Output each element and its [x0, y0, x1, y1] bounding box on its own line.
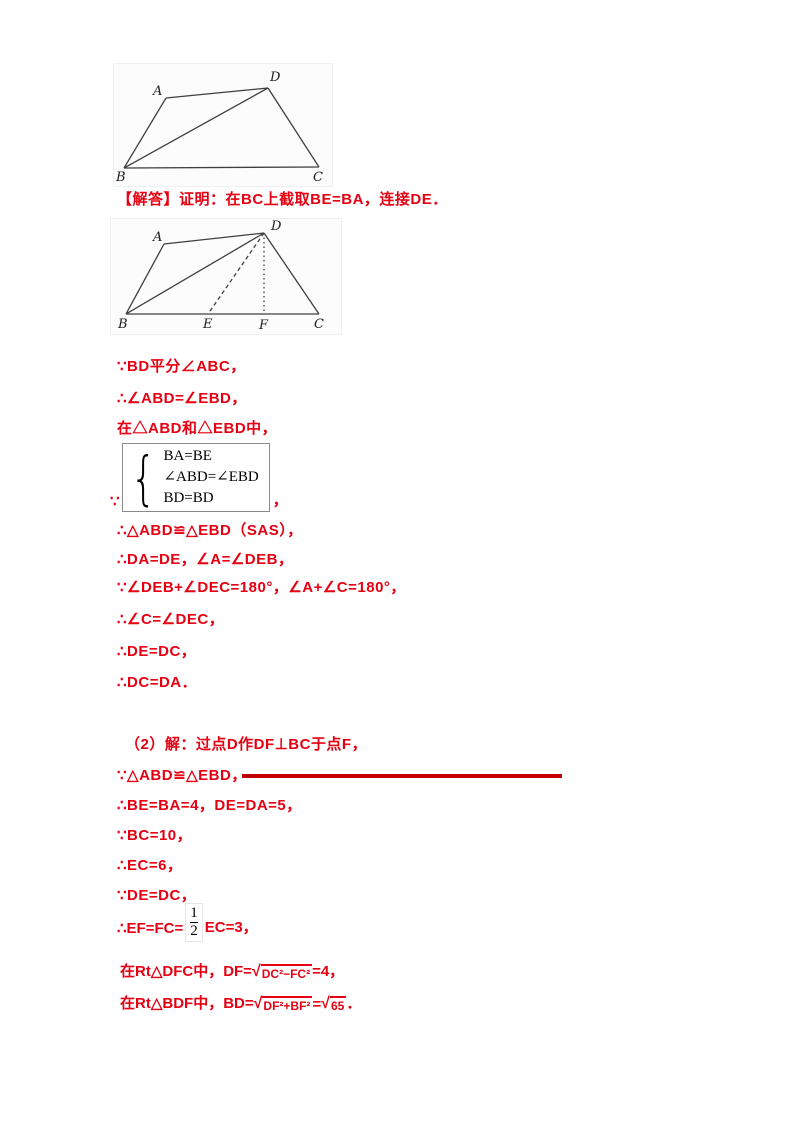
vertex-label-c: C: [313, 170, 323, 185]
diagonal-bd: [123, 87, 269, 169]
rt-line-dfc: 在Rt△DFC中，DF= √ DC²−FC² =4，: [120, 960, 344, 981]
figure-1: A D B C: [113, 63, 333, 187]
system-row: BD=BD: [163, 490, 214, 506]
solution-heading: 【解答】证明：在BC上截取BE=BA，连接DE．: [117, 191, 448, 208]
vertex-label-a: A: [152, 84, 162, 99]
part2-heading: （2）解：过点D作DF⊥BC于点F，: [125, 736, 368, 753]
proof-line: 在△ABD和△EBD中，: [117, 420, 278, 437]
fraction-numerator: 1: [190, 905, 198, 921]
proof-line: ∴∠ABD=∠EBD，: [117, 390, 247, 407]
figure-2-drawing: A D B E F C: [117, 219, 324, 333]
proof-line: ∵△ABD≌△EBD，: [117, 767, 247, 784]
red-strike-bar: [242, 774, 562, 778]
rt1-radicand: DC²−FC²: [260, 964, 313, 981]
vertex-label-b: B: [117, 317, 128, 332]
figure-1-drawing: A D B C: [115, 70, 323, 185]
dashed-de: [207, 232, 265, 315]
proof-line: ∵DE=DC，: [117, 887, 197, 904]
radical-icon: √: [321, 995, 330, 1012]
radical-icon: √: [253, 995, 263, 1012]
edge-ba: [123, 97, 167, 169]
diagonal-bd: [125, 232, 265, 315]
vertex-label-a: A: [152, 230, 162, 245]
because-symbol: ∵: [110, 493, 120, 510]
congruence-system-box: { BA=BE ∠ABD=∠EBD BD=BD: [121, 443, 270, 512]
rt2-prefix: 在Rt△BDF中，BD=: [120, 995, 254, 1012]
edge-ad: [163, 232, 265, 245]
vertex-label-c: C: [314, 317, 324, 332]
edge-dc: [267, 87, 320, 168]
fraction-line-suffix: EC=3，: [204, 919, 258, 936]
system-trailing-comma: ，: [272, 492, 288, 509]
vertex-label-e: E: [202, 317, 213, 332]
left-brace: {: [130, 443, 156, 512]
vertex-label-f: F: [258, 318, 269, 333]
congruence-system: ∵ { BA=BE ∠ABD=∠EBD BD=BD ，: [110, 443, 288, 512]
rt2-radicand2: 65: [329, 996, 347, 1013]
figure-2: A D B E F C: [110, 218, 342, 335]
radical-icon: √: [251, 963, 261, 980]
edge-cb: [123, 166, 320, 169]
rt2-radicand: DF²+BF²: [262, 996, 313, 1013]
fraction-line-prefix: ∴EF=FC=: [117, 920, 184, 937]
fraction-denominator: 2: [190, 922, 198, 939]
rt2-end: ．: [346, 995, 362, 1012]
proof-line: ∵∠DEB+∠DEC=180°，∠A+∠C=180°，: [117, 579, 406, 596]
system-row: ∠ABD=∠EBD: [163, 469, 259, 485]
edge-ba: [125, 243, 165, 315]
proof-line: ∴DE=DC，: [117, 643, 197, 660]
system-row: BA=BE: [163, 448, 212, 464]
vertex-label-d: D: [269, 70, 281, 85]
vertex-label-d: D: [270, 219, 282, 234]
proof-line: ∵BC=10，: [117, 827, 193, 844]
rt2-equals: =: [312, 996, 322, 1013]
fraction-line: ∴EF=FC= 1 2 EC=3，: [117, 903, 258, 942]
rt1-suffix: =4，: [312, 963, 345, 980]
rt1-prefix: 在Rt△DFC中，DF=: [120, 963, 252, 980]
proof-line: ∴DA=DE，∠A=∠DEB，: [117, 551, 294, 568]
proof-line: ∴DC=DA．: [117, 674, 198, 691]
vertex-label-b: B: [115, 170, 126, 185]
edge-ad: [165, 87, 269, 99]
rt-line-bdf: 在Rt△BDF中，BD= √ DF²+BF² = √ 65 ．: [120, 992, 361, 1013]
proof-line: ∴BE=BA=4，DE=DA=5，: [117, 797, 302, 814]
proof-line: ∴∠C=∠DEC，: [117, 611, 225, 628]
proof-line: ∵BD平分∠ABC，: [117, 358, 246, 375]
proof-line: ∴△ABD≌△EBD（SAS），: [117, 522, 303, 539]
fraction-half: 1 2: [185, 903, 203, 942]
proof-line: ∴EC=6，: [117, 857, 183, 874]
edge-dc: [263, 232, 320, 315]
